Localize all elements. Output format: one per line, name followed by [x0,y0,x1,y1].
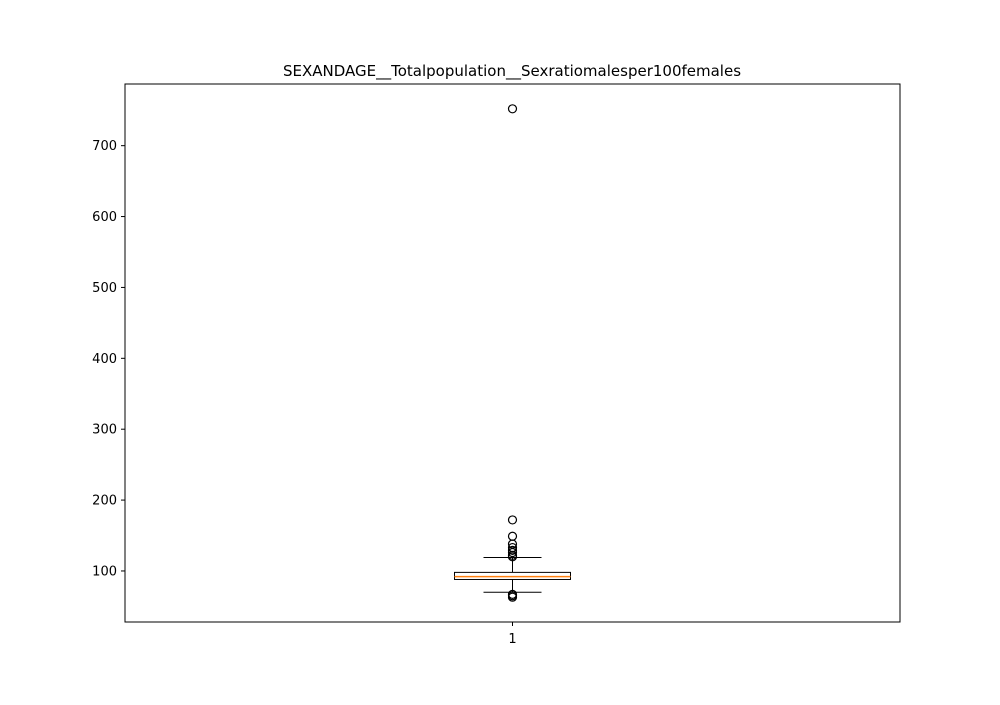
plot-area [454,104,571,602]
outlier-point [507,531,518,541]
x-tick-label: 1 [508,632,516,647]
axes-frame [124,83,901,623]
y-tick-label: 700 [92,139,117,154]
chart-title: SEXANDAGE__Totalpopulation__Sexratiomale… [283,62,741,81]
y-tick-label: 100 [92,564,117,579]
outlier-point [507,104,518,114]
outlier-point [507,552,518,562]
y-tick-label: 400 [92,352,117,367]
y-tick-label: 300 [92,423,117,438]
outlier-point [507,515,518,525]
y-tick-label: 500 [92,281,117,296]
y-tick-label: 600 [92,210,117,225]
outlier-point [507,592,518,602]
outlier-point [507,547,518,558]
y-tick-label: 200 [92,494,117,509]
axes: 100 200 300 400 500 600 700 1 [92,83,901,647]
